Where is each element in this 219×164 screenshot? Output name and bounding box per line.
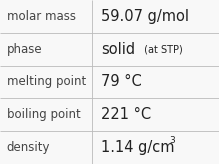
Text: 3: 3: [170, 136, 175, 145]
Text: density: density: [7, 141, 50, 154]
Text: boiling point: boiling point: [7, 108, 80, 121]
Text: phase: phase: [7, 43, 42, 56]
Text: molar mass: molar mass: [7, 10, 76, 23]
Text: solid: solid: [101, 42, 135, 57]
Text: (at STP): (at STP): [141, 44, 183, 54]
Text: 59.07 g/mol: 59.07 g/mol: [101, 9, 189, 24]
Text: 79 °C: 79 °C: [101, 74, 141, 90]
Text: melting point: melting point: [7, 75, 86, 89]
Text: 221 °C: 221 °C: [101, 107, 151, 122]
Text: 1.14 g/cm: 1.14 g/cm: [101, 140, 174, 155]
